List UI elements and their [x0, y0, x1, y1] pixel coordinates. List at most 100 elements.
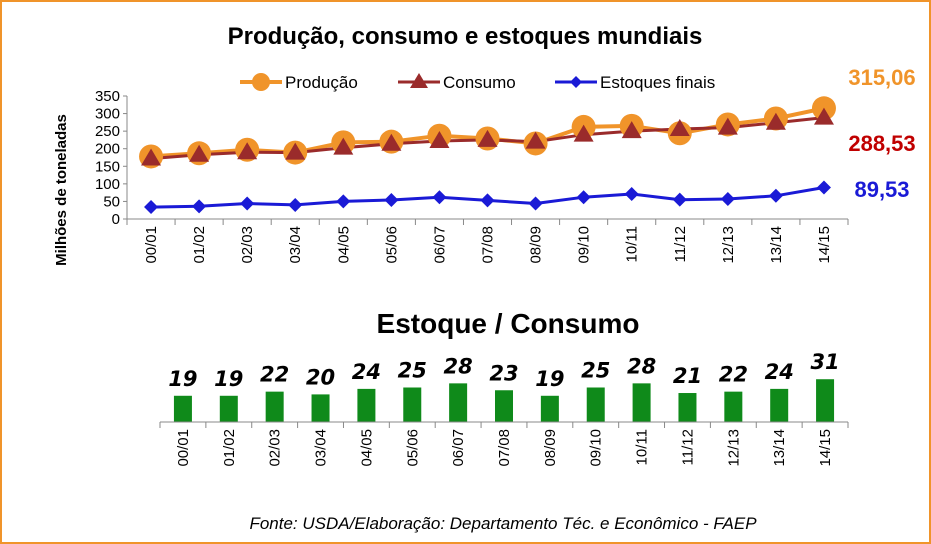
- data-point-estoques: [576, 190, 591, 205]
- legend-marker-producao: [252, 73, 270, 91]
- y-tick-label: 250: [95, 123, 120, 140]
- data-point-consumo: [189, 144, 210, 162]
- x-tick-label: 12/13: [720, 226, 737, 264]
- data-point-estoques: [384, 193, 399, 208]
- data-point-consumo: [525, 131, 546, 149]
- bar-x-tick-label: 13/14: [771, 429, 788, 467]
- data-point-estoques: [336, 194, 351, 209]
- data-point-estoques: [624, 187, 639, 202]
- x-tick-label: 01/02: [191, 226, 208, 264]
- data-point-estoques: [672, 192, 687, 207]
- y-tick-label: 200: [95, 141, 120, 158]
- bar: [816, 379, 835, 422]
- bar: [586, 387, 605, 422]
- line-chart-legend: Produção Consumo Estoques finais: [240, 73, 715, 92]
- bar-series-group: 19 19 22 20 24 25 28 23 19 25 28 21 22 24 31: [168, 350, 840, 422]
- x-tick-label: 09/10: [576, 226, 593, 264]
- data-point-consumo: [237, 142, 258, 160]
- data-point-consumo: [381, 133, 402, 151]
- data-point-consumo: [813, 107, 834, 125]
- bar-data-label: 19: [214, 367, 243, 391]
- bar-data-label: 21: [673, 364, 702, 388]
- bar: [770, 388, 789, 422]
- bar: [678, 393, 697, 422]
- data-point-consumo: [765, 112, 786, 130]
- x-tick-label: 02/03: [239, 226, 256, 264]
- x-tick-label: 03/04: [287, 226, 304, 264]
- bar: [311, 394, 330, 422]
- bar-x-tick-label: 04/05: [358, 429, 375, 467]
- bar-x-tick-label: 10/11: [634, 429, 651, 465]
- bar-chart-title: Estoque / Consumo: [377, 308, 640, 339]
- data-point-consumo: [333, 137, 354, 155]
- legend-label: Produção: [285, 73, 358, 92]
- data-point-consumo: [141, 148, 162, 166]
- data-point-consumo: [429, 130, 450, 148]
- y-tick-label: 300: [95, 106, 120, 123]
- legend-label: Consumo: [443, 73, 516, 92]
- data-point-consumo: [477, 129, 498, 147]
- bar-x-tick-label: 06/07: [450, 429, 467, 467]
- y-tick-label: 100: [95, 176, 120, 193]
- bar-x-tick-label: 11/12: [679, 429, 696, 465]
- data-point-estoques: [816, 180, 831, 195]
- bar-x-tick-label: 01/02: [221, 429, 238, 467]
- data-point-estoques: [432, 190, 447, 205]
- data-point-consumo: [717, 117, 738, 135]
- line-chart-title: Produção, consumo e estoques mundiais: [228, 23, 703, 50]
- x-tick-label: 06/07: [431, 226, 448, 264]
- bar-x-tick-label: 07/08: [496, 429, 513, 467]
- legend-marker-estoques: [570, 76, 582, 88]
- x-tick-label: 10/11: [624, 226, 641, 262]
- data-point-estoques: [720, 191, 735, 206]
- x-tick-label: 08/09: [528, 226, 545, 264]
- y-tick-label: 50: [103, 193, 120, 210]
- x-axis-ticks: 00/01 01/02 02/03 03/04 04/05 05/06 06/07 07/08…: [143, 226, 833, 264]
- bar-x-tick-label: 03/04: [313, 429, 330, 467]
- bar: [357, 388, 376, 422]
- bar-data-label: 23: [489, 361, 518, 385]
- data-point-estoques: [288, 197, 303, 212]
- bar-x-tick-label: 05/06: [404, 429, 421, 467]
- end-label-consumo: 288,53: [848, 131, 915, 156]
- bar-x-tick-label: 02/03: [267, 429, 284, 467]
- legend-marker-consumo: [410, 73, 428, 88]
- bar-data-label: 25: [581, 359, 610, 383]
- bar-data-label: 22: [260, 363, 289, 387]
- data-point-consumo: [669, 119, 690, 137]
- bar-data-label: 20: [306, 365, 335, 389]
- bar: [265, 391, 284, 422]
- x-tick-label: 04/05: [335, 226, 352, 264]
- bar-data-label: 24: [765, 360, 794, 384]
- source-note: Fonte: USDA/Elaboração: Departamento Téc…: [249, 514, 757, 533]
- line-series-group: [139, 96, 836, 215]
- y-axis-label: Milhões de toneladas: [53, 114, 70, 266]
- x-tick-label: 00/01: [143, 226, 160, 264]
- data-point-estoques: [240, 196, 255, 211]
- bar: [495, 390, 513, 422]
- bar: [724, 391, 743, 422]
- bar: [403, 387, 422, 422]
- bar: [219, 395, 238, 422]
- x-tick-label: 05/06: [383, 226, 400, 264]
- bar-data-label: 28: [627, 354, 656, 378]
- x-tick-label: 13/14: [768, 226, 785, 264]
- bar-x-tick-label: 14/15: [817, 429, 834, 467]
- data-point-estoques: [528, 196, 543, 211]
- x-tick-label: 11/12: [672, 226, 689, 262]
- end-label-producao: 315,06: [848, 65, 915, 90]
- bar-data-label: 28: [444, 354, 473, 378]
- data-point-consumo: [621, 121, 642, 139]
- bar: [449, 383, 468, 422]
- bar-chart-axes: [159, 421, 849, 428]
- x-tick-label: 14/15: [816, 226, 833, 264]
- bar-x-tick-label: 12/13: [725, 429, 742, 467]
- bar-data-label: 19: [168, 367, 197, 391]
- data-point-estoques: [144, 200, 159, 215]
- bar-data-label: 24: [352, 360, 381, 384]
- data-point-consumo: [285, 142, 306, 160]
- legend-label: Estoques finais: [600, 73, 715, 92]
